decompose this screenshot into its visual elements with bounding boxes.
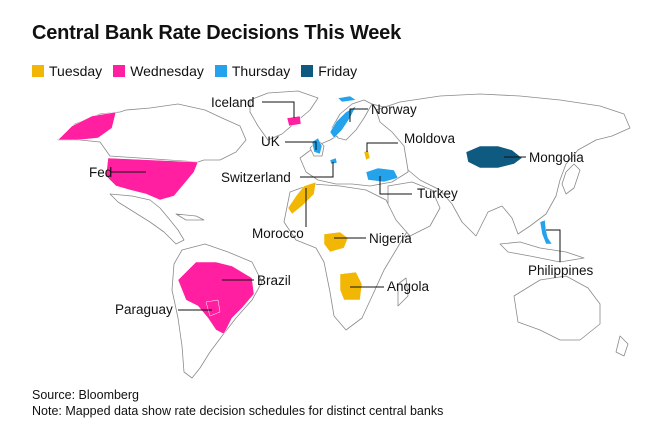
label-morocco: Morocco — [252, 226, 304, 241]
country-angola — [339, 271, 363, 301]
legend-label-friday: Friday — [318, 63, 358, 79]
country-philippines — [539, 219, 553, 245]
landmass-middle-east — [387, 181, 441, 237]
landmass-indonesia — [499, 241, 585, 263]
leader-switzerland — [300, 162, 334, 178]
landmass-greenland — [249, 90, 319, 141]
label-paraguay: Paraguay — [115, 302, 173, 317]
country-mongolia — [465, 145, 523, 169]
legend-item-wednesday: Wednesday — [113, 63, 204, 79]
leader-iceland — [262, 101, 295, 118]
legend-swatch-friday — [301, 65, 314, 77]
country-labels: Iceland Norway UK Moldova Mongolia Fed S… — [89, 95, 594, 317]
label-philippines: Philippines — [528, 263, 594, 278]
legend-swatch-thursday — [214, 65, 227, 77]
landmass-mexico — [109, 193, 185, 245]
leader-norway — [349, 108, 368, 122]
country-switzerland — [329, 157, 338, 165]
country-usa — [105, 157, 199, 201]
label-turkey: Turkey — [417, 186, 458, 201]
landmass-africa — [283, 183, 409, 331]
landmass-new-zealand — [615, 335, 629, 357]
country-nigeria — [323, 231, 349, 253]
leader-philippines — [546, 229, 561, 262]
landmass-japan — [561, 163, 581, 195]
label-switzerland: Switzerland — [221, 170, 291, 185]
label-nigeria: Nigeria — [369, 231, 412, 246]
legend-swatch-tuesday — [32, 65, 44, 77]
legend-item-thursday: Thursday — [214, 63, 291, 79]
legend-swatch-wednesday — [113, 65, 126, 77]
label-angola: Angola — [387, 279, 430, 294]
label-fed: Fed — [89, 165, 112, 180]
landmass-cuba — [175, 213, 205, 221]
source-note: Source: Bloomberg — [32, 388, 140, 402]
legend-item-tuesday: Tuesday — [32, 63, 102, 79]
legend-label-tuesday: Tuesday — [49, 63, 103, 79]
country-iceland — [286, 115, 302, 127]
country-usa-alaska — [57, 111, 117, 141]
country-paraguay — [205, 299, 221, 317]
landmass-madagascar — [397, 277, 409, 307]
label-mongolia: Mongolia — [529, 150, 584, 165]
leader-uk — [285, 141, 317, 150]
leader-turkey — [379, 176, 412, 195]
legend-label-thursday: Thursday — [231, 63, 291, 79]
label-uk: UK — [261, 134, 280, 149]
label-leaders — [110, 101, 561, 311]
legend: Tuesday Wednesday Thursday Friday — [32, 63, 368, 79]
country-morocco — [287, 181, 317, 215]
label-norway: Norway — [371, 102, 417, 117]
country-turkey — [365, 167, 399, 183]
leader-moldova — [366, 142, 398, 152]
label-moldova: Moldova — [404, 131, 456, 146]
label-brazil: Brazil — [257, 273, 291, 288]
label-iceland: Iceland — [211, 95, 255, 110]
landmass-australia — [513, 275, 601, 341]
legend-item-friday: Friday — [301, 63, 357, 79]
footnote: Note: Mapped data show rate decision sch… — [32, 404, 444, 418]
country-norway-svalbard — [337, 95, 357, 103]
legend-label-wednesday: Wednesday — [130, 63, 204, 79]
chart-title: Central Bank Rate Decisions This Week — [32, 22, 402, 44]
